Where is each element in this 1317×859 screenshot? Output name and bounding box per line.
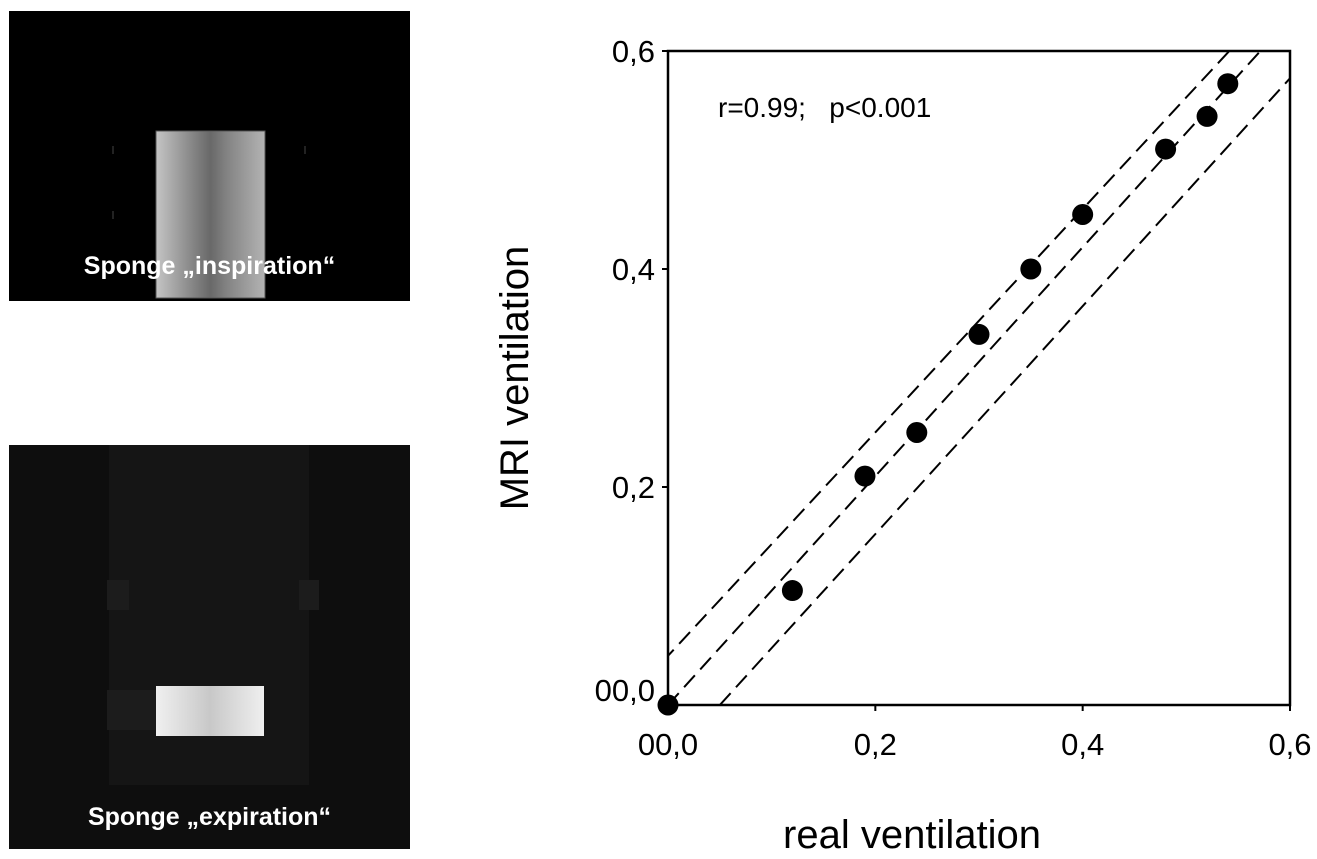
x-tick-label: 0,2	[854, 727, 897, 762]
y-tick-label: 0,2	[612, 470, 655, 505]
dashed-line-2	[719, 77, 1290, 705]
sponge-expiration-caption: Sponge „expiration“	[87, 803, 332, 831]
x-tick-label: 0,6	[1268, 727, 1311, 762]
data-point	[657, 694, 679, 716]
x-tick-label: 00,0	[638, 727, 698, 762]
data-point	[906, 422, 928, 443]
data-point	[968, 323, 990, 345]
data-point	[1217, 73, 1239, 95]
x-axis-title: real ventilation	[783, 813, 1041, 857]
y-tick-label: 0,6	[612, 34, 655, 69]
data-point	[1196, 105, 1218, 127]
x-tick-label: 0,4	[1061, 727, 1104, 762]
sponge-expiration-image: Sponge „expiration“	[9, 445, 410, 849]
data-point	[1155, 138, 1177, 160]
data-point	[854, 465, 876, 487]
dashed-line-0	[668, 51, 1262, 705]
regression-lines	[668, 51, 1290, 705]
data-point	[1072, 204, 1094, 225]
data-point	[1020, 258, 1042, 280]
plot-frame	[666, 49, 1292, 707]
data-points	[657, 73, 1239, 716]
y-axis-title: MRI ventilation	[493, 246, 537, 511]
sponge-expiration-picture	[107, 445, 319, 785]
dashed-line-1	[668, 51, 1231, 658]
axis-ticks: 00,0 0,2 0,4 0,6 00,0 0,2 0,4 0,6	[595, 34, 1312, 762]
data-point	[781, 580, 803, 602]
sponge-inspiration-image: Sponge „inspiration“	[9, 11, 410, 301]
correlation-annotation: r=0.99; p<0.001	[718, 92, 931, 123]
sponge-inspiration-caption: Sponge „inspiration“	[83, 252, 336, 280]
y-tick-label: 00,0	[595, 673, 655, 708]
y-tick-label: 0,4	[612, 252, 655, 287]
sponge-inspiration-picture	[112, 130, 306, 299]
